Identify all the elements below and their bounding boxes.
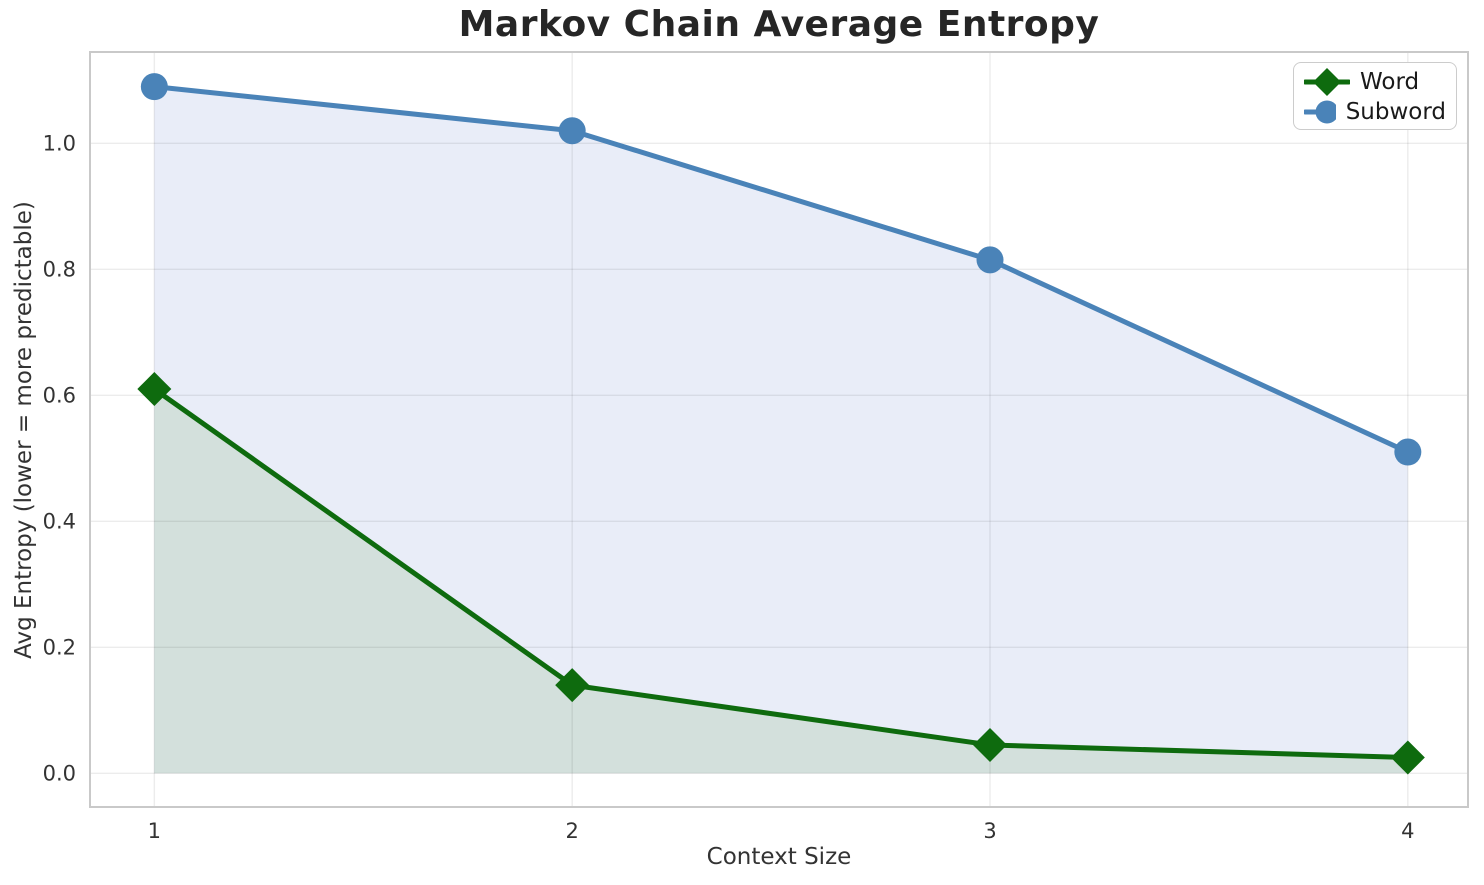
word-area-fill [154,389,1408,774]
y-tick-label-1.0: 1.0 [43,131,76,155]
legend-item-word: Word [1304,67,1446,97]
word-marker-3 [973,727,1008,762]
y-tick-label-0.8: 0.8 [43,257,76,281]
legend-label-word: Word [1360,68,1420,95]
x-tick-label-2: 2 [565,819,578,843]
subword-marker-1 [140,73,168,101]
subword-marker-3 [976,246,1004,274]
plot-border [89,51,1469,808]
x-tick-label-4: 4 [1401,819,1414,843]
legend-label-subword: Subword [1345,98,1446,125]
x-tick-label-1: 1 [148,819,161,843]
y-tick-label-0.6: 0.6 [43,383,76,407]
chart-title: Markov Chain Average Entropy [458,4,1100,45]
word-marker-2 [555,668,590,703]
subword-marker-4 [1394,438,1422,466]
subword-legend-marker-icon [1304,100,1336,124]
subword-series-line [151,84,1411,455]
x-tick-label-3: 3 [983,819,996,843]
word-marker-1 [137,372,172,407]
subword-area-fill [154,86,1408,774]
x-axis-label: Context Size [706,844,852,870]
y-axis-label: Avg Entropy (lower = more predictable) [11,201,37,659]
legend-item-subword: Subword [1304,97,1446,127]
subword-marker-2 [558,117,586,145]
legend: Word Subword [1293,62,1457,130]
word-legend-marker-icon [1304,68,1350,96]
y-tick-label-0.2: 0.2 [43,635,76,659]
word-series-line [151,386,1411,761]
word-marker-4 [1390,740,1425,775]
y-tick-label-0.0: 0.0 [43,761,76,785]
y-tick-label-0.4: 0.4 [43,509,76,533]
